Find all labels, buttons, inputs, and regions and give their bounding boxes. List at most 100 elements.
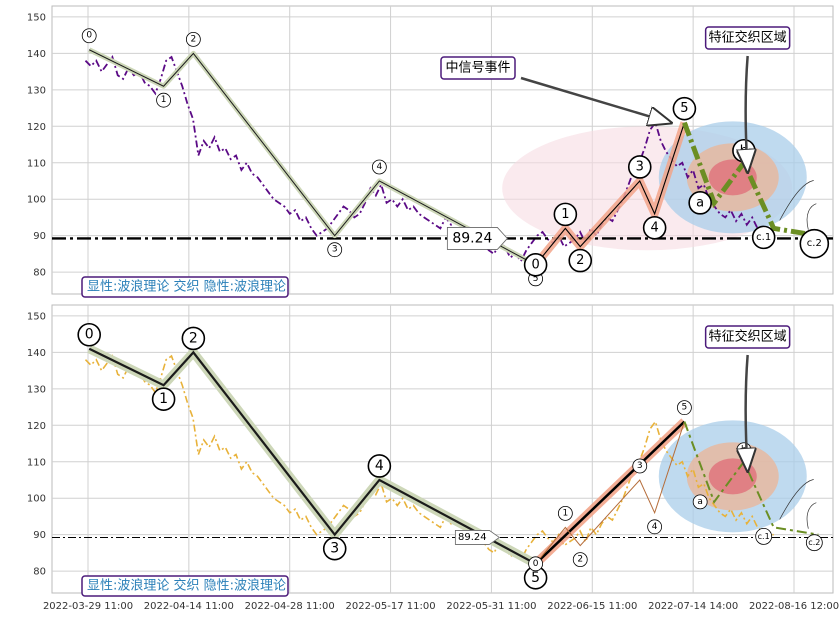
signal-event-arrow — [520, 76, 670, 123]
x-tick-label: 2022-07-14 14:00 — [648, 601, 738, 612]
wave2-label: 4 — [650, 220, 658, 235]
y-tick-label: 130 — [27, 85, 46, 96]
wave2-label: 1 — [561, 207, 569, 222]
wave1-label-marker — [185, 31, 201, 47]
wave2-label: 5 — [680, 101, 688, 116]
y-tick-label: 120 — [27, 122, 46, 133]
wave2-label-marker — [572, 552, 588, 568]
wave1-label-marker — [151, 387, 176, 412]
wave1-label-marker — [371, 159, 387, 175]
y-tick-label: 100 — [27, 195, 46, 206]
wave2-label: c.1 — [756, 232, 771, 243]
wave2-label-marker — [677, 400, 692, 416]
wave1-label: 4 — [375, 458, 384, 474]
wave1-label-marker — [156, 92, 172, 108]
y-tick-label: 150 — [27, 12, 46, 23]
wave2-label: a — [696, 195, 704, 210]
wave2-label: 2 — [577, 555, 583, 565]
wave1-label: 2 — [189, 330, 198, 346]
y-tick-label: 140 — [27, 49, 46, 60]
wave2-label: 3 — [637, 461, 643, 471]
leader-line — [779, 479, 814, 520]
leader-line — [806, 203, 817, 230]
x-tick-label: 2022-08-16 12:00 — [749, 601, 839, 612]
leader-line — [806, 502, 817, 529]
price-tag — [446, 227, 508, 250]
wave1-label: 3 — [330, 541, 339, 557]
wave1-label: 0 — [85, 327, 94, 343]
signal-event-label: 中信号事件 — [445, 61, 510, 76]
price-series-line — [84, 55, 774, 263]
wave2-label-marker — [805, 534, 823, 552]
feature-zone-label: 特征交织区域 — [709, 329, 787, 345]
y-tick-label: 130 — [27, 384, 46, 395]
wave2-label-marker — [568, 248, 593, 273]
wave2-label: 1 — [562, 508, 568, 518]
wave2-label: c.1 — [758, 532, 770, 541]
wave2-label: 3 — [636, 159, 644, 174]
wave1-label-marker — [81, 28, 97, 44]
feature-zone-box — [704, 325, 791, 349]
wave2-label-marker — [523, 253, 548, 277]
wave2-label-marker — [688, 191, 712, 215]
caption-box — [81, 575, 289, 597]
wave1-label: 1 — [159, 391, 168, 407]
signal-event-box — [440, 56, 516, 80]
y-tick-label: 110 — [27, 158, 46, 169]
wave2-label-marker — [528, 556, 543, 572]
wave2-subwave-line — [535, 421, 685, 565]
wave2-label: c.2 — [808, 538, 820, 547]
wave1-label-marker — [367, 454, 392, 478]
impulse-wave-line — [88, 347, 537, 565]
wave1-label: 2 — [190, 34, 196, 44]
y-tick-label: 100 — [27, 494, 46, 505]
wave1-label-marker — [322, 536, 347, 561]
y-tick-label: 80 — [33, 567, 46, 578]
wave2-label-marker — [755, 527, 773, 545]
wave2-label: 0 — [533, 559, 539, 569]
x-tick-label: 2022-04-14 11:00 — [144, 601, 234, 612]
caption-label: 显性:波浪理论 交织 隐性:波浪理论 — [87, 279, 286, 295]
wave2-impulse-line — [534, 420, 686, 565]
caption-label: 显性:波浪理论 交织 隐性:波浪理论 — [87, 578, 286, 594]
feature-zone-box — [704, 26, 791, 50]
price-series-line — [84, 354, 774, 562]
x-tick-label: 2022-04-28 11:00 — [245, 601, 335, 612]
wave1-label: 5 — [531, 570, 540, 586]
wave1-label-marker — [327, 242, 343, 258]
wave2-label-marker — [692, 494, 708, 510]
wave2-label-marker — [799, 228, 830, 259]
y-tick-label: 80 — [33, 268, 46, 279]
wave2-label: 5 — [682, 403, 688, 413]
wave2-label: a — [697, 497, 703, 507]
x-tick-label: 2022-06-15 11:00 — [547, 601, 637, 612]
price-tag — [454, 530, 501, 545]
x-tick-label: 2022-05-17 11:00 — [346, 601, 436, 612]
wave2-label: 4 — [652, 522, 658, 532]
wave1-label: 3 — [332, 245, 338, 255]
wave2-label-marker — [553, 202, 578, 227]
wave1-label: 0 — [86, 31, 92, 41]
y-tick-label: 110 — [27, 457, 46, 468]
y-tick-label: 150 — [27, 311, 46, 322]
y-tick-label: 90 — [33, 530, 46, 541]
wave2-label: 2 — [576, 253, 584, 268]
price-tag-label: 89.24 — [458, 532, 487, 543]
feature-zone-label: 特征交织区域 — [709, 30, 787, 46]
y-tick-label: 90 — [33, 231, 46, 242]
feature-zone-arrow — [746, 55, 748, 171]
wave2-label-marker — [632, 458, 648, 474]
top-panel: 8090100110120130140150012345012345abc.1c… — [27, 5, 834, 298]
caption-box — [81, 276, 289, 298]
feature-zone-arrow — [746, 354, 748, 470]
wave2-label-marker — [647, 519, 663, 535]
impulse-wave-line — [88, 49, 536, 266]
x-tick-label: 2022-03-29 11:00 — [43, 601, 133, 612]
wave1-label: 5 — [533, 274, 539, 284]
wave2-label-marker — [557, 505, 573, 521]
wave2-label-marker — [627, 155, 652, 179]
y-tick-label: 120 — [27, 421, 46, 432]
wave2-label: c.2 — [807, 238, 822, 249]
